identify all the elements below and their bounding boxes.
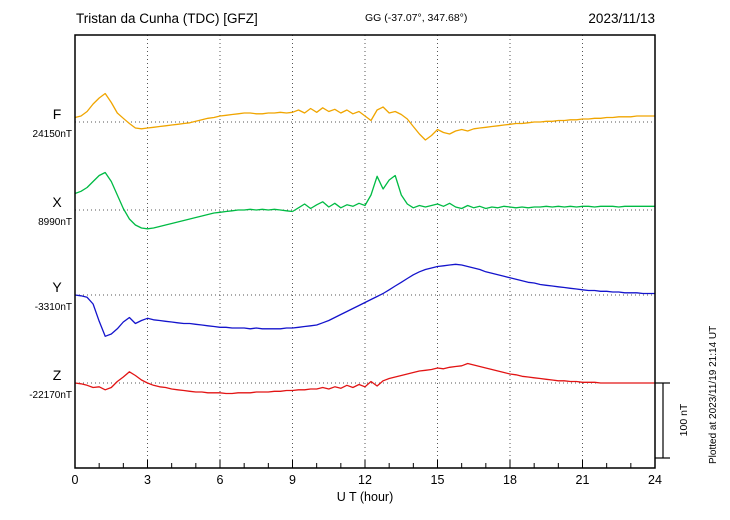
x-tick-label: 0 — [72, 473, 79, 487]
series-letter-Z: Z — [53, 367, 62, 383]
plot-date: 2023/11/13 — [588, 11, 655, 26]
plotted-at-note: Plotted at 2023/11/19 21:14 UT — [708, 326, 719, 464]
series-letter-X: X — [52, 194, 62, 210]
generated-chart-layer: F 24150nT X 8990nT Y -3310nT Z -22170nT 0 3 6 9 12 15… — [29, 34, 670, 487]
x-tick-label: 3 — [144, 473, 151, 487]
plot-border — [74, 34, 656, 469]
series-baseline-value-X: 8990nT — [38, 217, 72, 228]
x-tick-label: 18 — [503, 473, 517, 487]
x-axis-title: U T (hour) — [337, 490, 394, 504]
trace-Z — [74, 362, 655, 395]
series-letter-F: F — [53, 106, 62, 122]
x-tick-label: 9 — [289, 473, 296, 487]
x-tick-label: 24 — [648, 473, 662, 487]
series-baseline-value-Y: -3310nT — [35, 302, 72, 313]
series-baseline-value-F: 24150nT — [33, 129, 72, 140]
scale-bar-label: 100 nT — [678, 403, 690, 436]
series-letter-Y: Y — [52, 279, 62, 295]
geo-coords: GG (-37.07°, 347.68°) — [365, 12, 467, 24]
x-tick-label: 21 — [576, 473, 590, 487]
trace-Y — [74, 263, 655, 337]
trace-F — [74, 92, 655, 141]
x-tick-label: 15 — [431, 473, 445, 487]
station-title: Tristan da Cunha (TDC) [GFZ] — [76, 11, 258, 26]
series-baseline-value-Z: -22170nT — [29, 390, 72, 401]
x-tick-label: 12 — [358, 473, 372, 487]
trace-X — [74, 171, 655, 230]
x-tick-label: 6 — [217, 473, 224, 487]
